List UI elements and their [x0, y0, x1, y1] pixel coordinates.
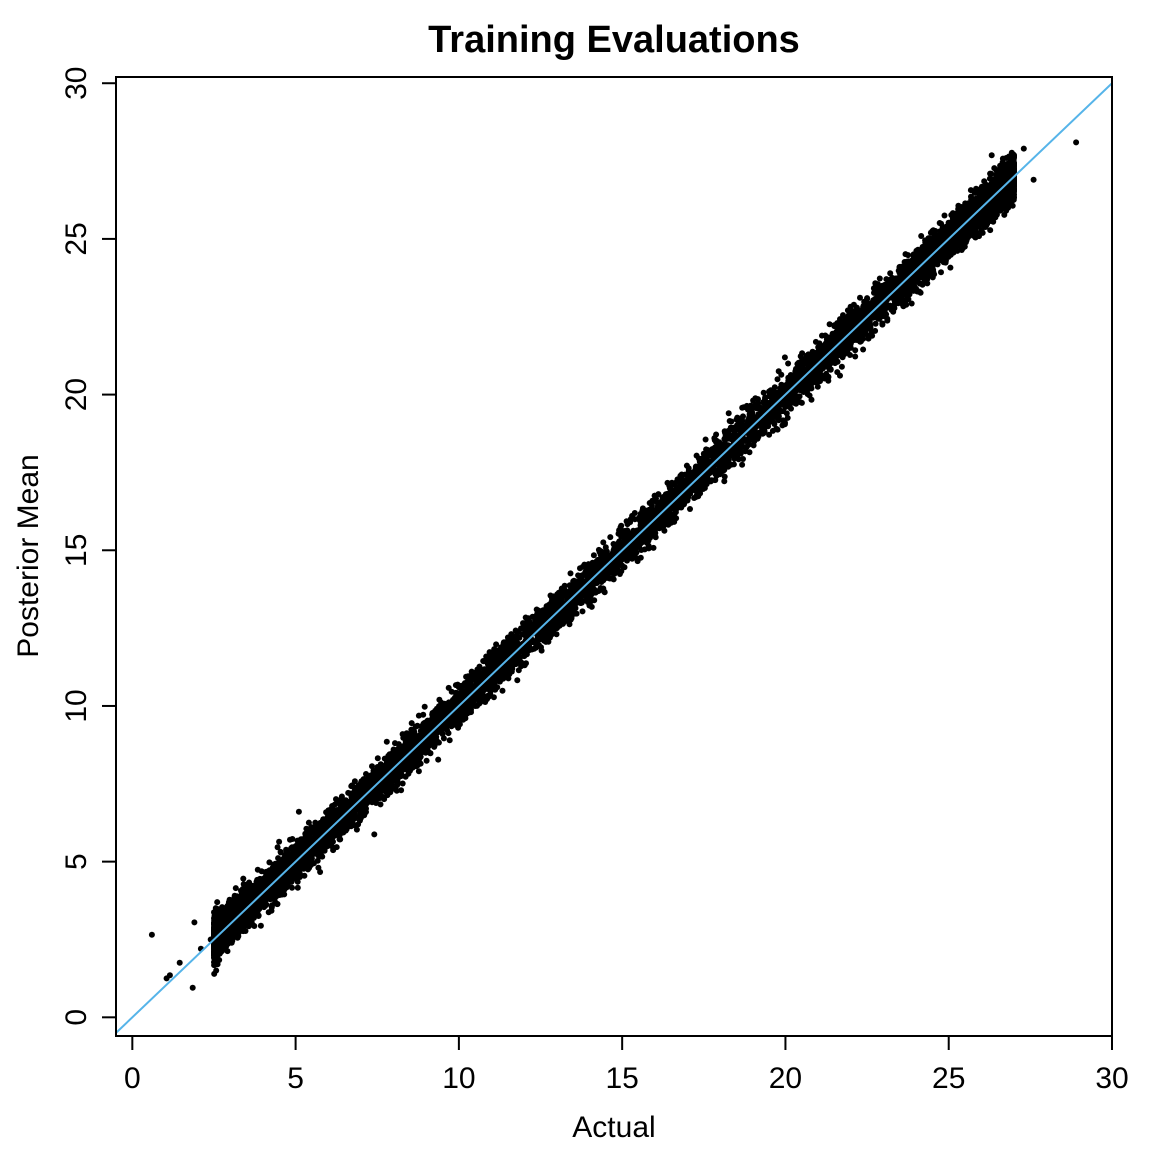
data-point: [567, 570, 574, 577]
data-point: [305, 819, 312, 826]
data-point: [936, 220, 943, 226]
data-point: [941, 212, 948, 219]
data-point: [902, 251, 909, 258]
data-point: [857, 294, 863, 301]
data-point: [591, 597, 598, 604]
data-point: [383, 738, 390, 745]
data-point: [224, 948, 231, 955]
data-point: [775, 368, 782, 375]
data-point: [702, 436, 709, 443]
data-point: [752, 395, 759, 402]
data-point: [274, 844, 281, 851]
chart-title: Training Evaluations: [428, 19, 800, 61]
data-point: [514, 677, 521, 684]
data-point: [725, 410, 732, 417]
data-point: [652, 534, 659, 541]
data-point: [277, 848, 284, 855]
data-point: [739, 461, 746, 468]
data-point: [274, 901, 281, 908]
data-point: [838, 363, 845, 370]
data-point: [766, 431, 773, 438]
data-point: [687, 506, 693, 512]
data-point: [213, 967, 220, 974]
data-point: [740, 456, 746, 462]
data-point: [538, 647, 545, 654]
data-point: [988, 170, 995, 177]
data-point: [423, 757, 430, 764]
data-point: [879, 320, 886, 327]
data-point: [616, 571, 623, 577]
data-point: [257, 922, 264, 929]
data-point: [852, 347, 859, 354]
data-point: [987, 227, 994, 234]
data-point: [493, 641, 500, 648]
data-point: [947, 264, 954, 271]
data-point: [909, 257, 915, 264]
data-point: [887, 270, 894, 277]
data-point: [799, 350, 806, 357]
data-point: [464, 710, 470, 717]
data-point: [760, 389, 767, 396]
data-point: [399, 780, 406, 787]
data-point: [415, 768, 422, 775]
data-point: [781, 354, 788, 361]
data-points: [148, 139, 1080, 991]
data-point: [266, 859, 273, 866]
data-point: [852, 353, 859, 360]
data-point: [315, 864, 322, 871]
data-point: [232, 885, 239, 892]
data-point: [916, 280, 923, 287]
data-point: [826, 321, 833, 328]
data-point: [938, 269, 944, 276]
data-point: [395, 741, 402, 748]
data-point: [721, 478, 728, 485]
